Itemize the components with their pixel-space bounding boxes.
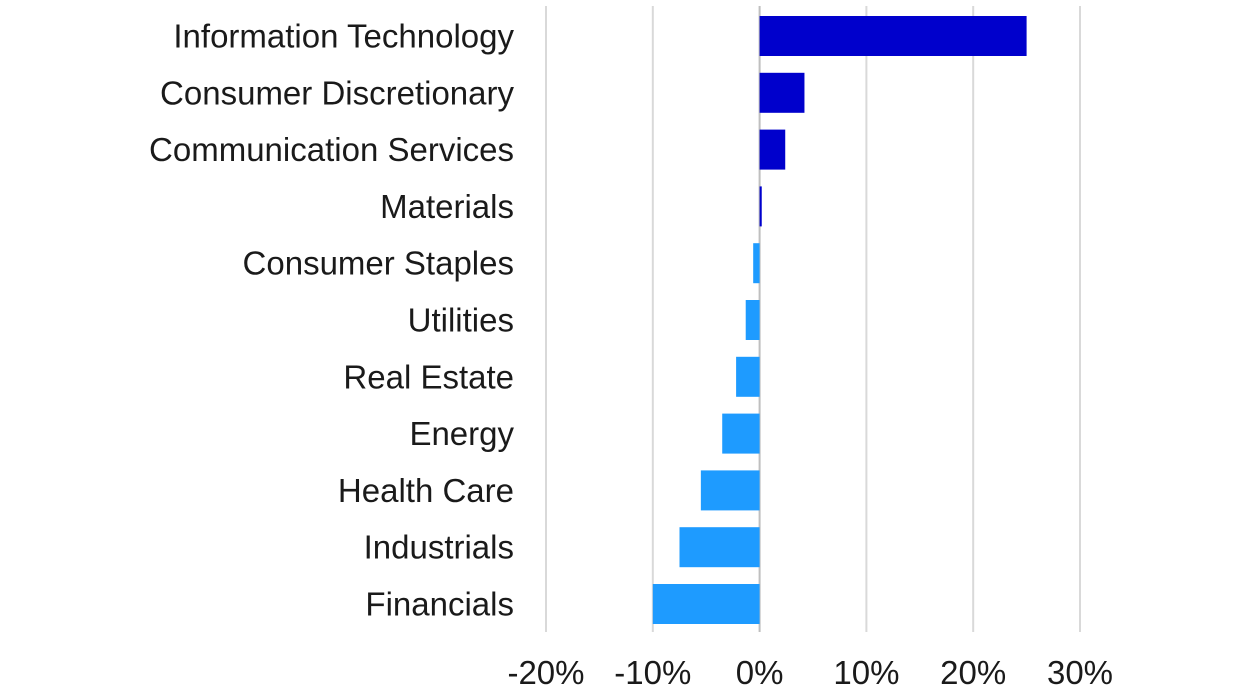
x-tick-label: 20% [940, 654, 1006, 691]
bar-industrials [679, 527, 760, 568]
category-label: Consumer Staples [243, 245, 514, 282]
category-label: Consumer Discretionary [160, 74, 514, 111]
x-tick-label: -20% [507, 654, 584, 691]
x-tick-label: 10% [833, 654, 899, 691]
bar-information-technology [759, 16, 1027, 56]
bar-utilities [745, 300, 760, 340]
bars [652, 16, 1027, 624]
bar-health-care [700, 470, 760, 511]
bar-consumer-staples [753, 243, 760, 284]
x-tick-label: 30% [1047, 654, 1113, 691]
x-tick-labels: -20% -10% 0% 10% 20% 30% [507, 654, 1113, 691]
bar-energy [722, 413, 760, 454]
bar-communication-services [759, 129, 786, 170]
bar-financials [652, 584, 760, 624]
category-label: Energy [409, 415, 514, 452]
x-tick-label: -10% [614, 654, 691, 691]
category-labels: Information Technology Consumer Discretio… [149, 18, 514, 623]
bar-consumer-discretionary [759, 72, 805, 113]
bar-materials [759, 186, 762, 227]
x-tick-label: 0% [736, 654, 784, 691]
gridlines [545, 6, 1081, 632]
category-label: Materials [380, 188, 514, 225]
category-label: Real Estate [343, 358, 514, 395]
category-label: Utilities [408, 302, 514, 339]
bar-real-estate [736, 356, 760, 397]
category-label: Communication Services [149, 131, 514, 168]
category-label: Financials [365, 586, 514, 623]
category-label: Health Care [338, 472, 514, 509]
category-label: Information Technology [173, 18, 514, 55]
category-label: Industrials [364, 529, 514, 566]
